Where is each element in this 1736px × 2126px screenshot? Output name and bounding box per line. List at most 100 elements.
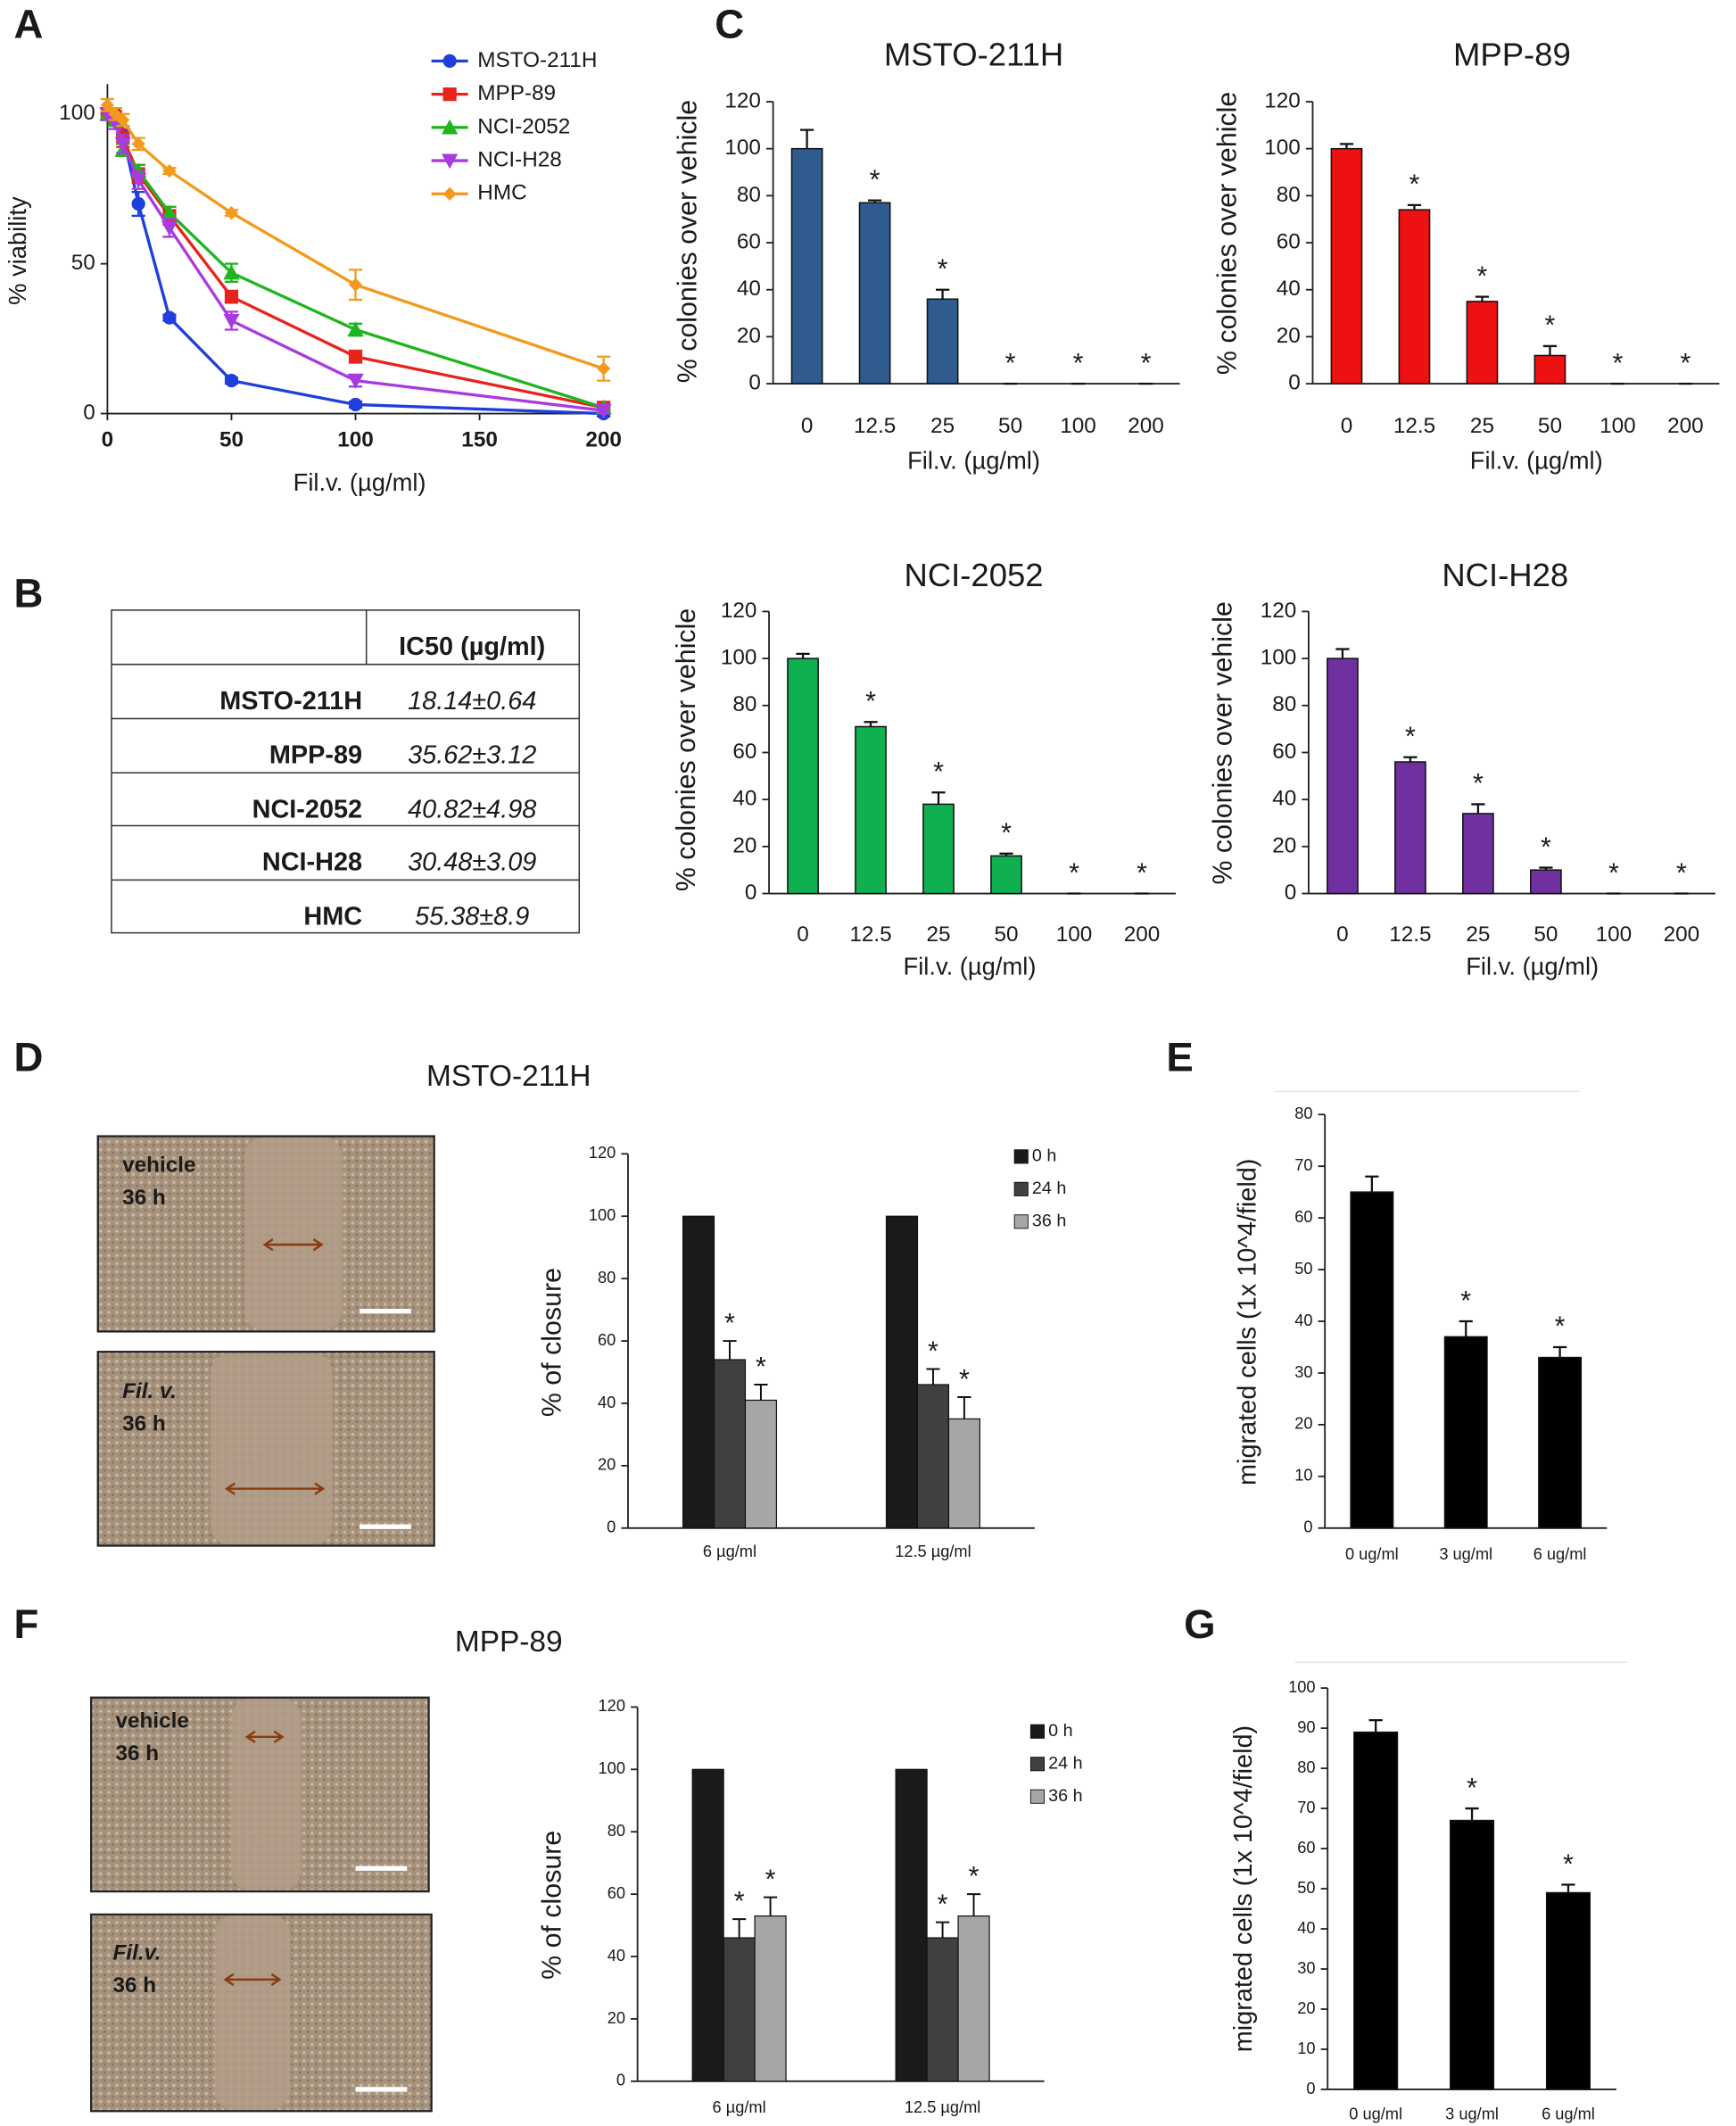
significance-mark: *: [765, 1864, 776, 1894]
x-axis-label: Fil.v. (µg/ml): [1466, 952, 1599, 980]
bar: [1530, 869, 1562, 895]
legend-label: 0 h: [1048, 1721, 1072, 1741]
bar: [926, 298, 959, 385]
marker: [224, 374, 239, 388]
bar: [1398, 209, 1431, 385]
x-tick-label: 200: [1124, 922, 1161, 947]
marker: [223, 313, 240, 329]
y-tick-label: 10: [1294, 1466, 1312, 1485]
panel-letter: B: [14, 571, 44, 616]
ic50-value: 35.62±3.12: [408, 741, 536, 770]
marker: [162, 310, 177, 325]
error-bar: [957, 1395, 971, 1419]
y-tick-label: 40: [1277, 277, 1301, 301]
panel-letter: E: [1166, 1035, 1193, 1080]
bar: [947, 1418, 980, 1529]
image-label: 36 h: [122, 1186, 166, 1210]
image-label: vehicle: [122, 1153, 195, 1177]
x-tick-label: 200: [1667, 414, 1704, 438]
significance-mark: *: [1613, 348, 1624, 378]
ic50-value: 18.14±0.64: [408, 687, 536, 716]
error-bar: [1552, 1345, 1567, 1358]
legend-label: NCI-2052: [477, 114, 570, 138]
x-tick-label: 0: [102, 427, 114, 451]
y-tick-label: 80: [1277, 183, 1301, 207]
significance-mark: *: [1005, 348, 1016, 378]
significance-mark: *: [1073, 348, 1084, 378]
significance-mark: *: [865, 686, 876, 716]
marker: [223, 264, 240, 280]
x-tick-label: 0 ug/ml: [1345, 1544, 1399, 1563]
y-tick-label: 0: [1303, 1518, 1312, 1536]
arrow-head: [262, 1238, 324, 1252]
legend-swatch: [1029, 1789, 1046, 1804]
row-name: MSTO-211H: [219, 687, 362, 716]
marker: [224, 205, 239, 220]
y-tick-label: 20: [732, 833, 756, 857]
y-axis-label: % colonies over vehicle: [1211, 92, 1242, 375]
chart-title: NCI-2052: [904, 557, 1043, 593]
y-tick-label: 70: [1297, 1798, 1315, 1816]
y-tick-label: 40: [1294, 1311, 1312, 1329]
error-bar: [935, 1921, 950, 1939]
x-tick-label: 12.5 µg/ml: [895, 1542, 971, 1560]
y-tick-label: 20: [737, 324, 761, 348]
image-label: vehicle: [116, 1709, 189, 1733]
x-tick-label: 25: [930, 414, 955, 438]
x-tick-label: 50: [219, 427, 244, 451]
legend-swatch: [1013, 1181, 1029, 1196]
x-tick-label: 100: [1056, 922, 1093, 947]
panel-letter: C: [715, 1, 744, 46]
significance-mark: *: [928, 1336, 938, 1366]
x-tick-label: 0: [1341, 414, 1353, 438]
bar: [1443, 1336, 1488, 1529]
x-tick-label: 100: [337, 427, 374, 451]
marker: [348, 277, 363, 292]
x-tick-label: 12.5: [849, 922, 891, 947]
y-tick-label: 80: [732, 692, 756, 716]
y-axis-label: migrated cells (1x 10^4/field): [1229, 1725, 1258, 2052]
bar: [855, 725, 887, 895]
arrow-head: [224, 1482, 326, 1495]
y-tick-label: 120: [724, 88, 761, 112]
y-axis-label: migrated cells (1x 10^4/field): [1234, 1159, 1262, 1485]
error-bar: [1403, 756, 1418, 763]
legend-label: 36 h: [1048, 1786, 1082, 1806]
x-tick-label: 6 ug/ml: [1542, 2105, 1595, 2123]
bar: [1450, 1819, 1495, 2090]
marker: [348, 397, 363, 412]
error-bar: [723, 1340, 737, 1361]
image-label: 36 h: [116, 1741, 160, 1766]
x-tick-label: 3 ug/ml: [1439, 1544, 1492, 1563]
y-axis-label: % colonies over vehicle: [672, 100, 702, 383]
row-name: MPP-89: [269, 741, 362, 770]
y-tick-label: 50: [1294, 1259, 1312, 1278]
ic50-value: 55.38±8.9: [415, 903, 529, 931]
bar: [754, 1915, 787, 2082]
y-tick-label: 30: [1294, 1362, 1312, 1381]
bar: [916, 1384, 950, 1529]
error-bar: [931, 791, 946, 805]
bar: [1545, 1891, 1591, 2090]
x-axis-label: Fil.v. (µg/ml): [293, 468, 426, 496]
x-tick-label: 200: [1128, 414, 1164, 438]
error-bar: [1335, 648, 1350, 659]
panel-letter: G: [1184, 1601, 1215, 1647]
error-bar: [1561, 1883, 1575, 1893]
wound-gap: [230, 1699, 302, 1890]
x-tick-label: 12.5 µg/ml: [905, 2097, 980, 2116]
chart-title: MPP-89: [1453, 36, 1571, 72]
error-bar: [1465, 1807, 1479, 1821]
bar: [895, 1768, 928, 2082]
legend-label: 24 h: [1048, 1753, 1082, 1773]
legend-swatch: [1013, 1149, 1029, 1164]
significance-mark: *: [724, 1308, 735, 1338]
error-bar: [800, 128, 814, 149]
significance-mark: *: [933, 757, 944, 787]
row-name: HMC: [303, 903, 362, 931]
ic50-value: 30.48±3.09: [408, 848, 536, 877]
y-tick-label: 0: [616, 2071, 625, 2089]
y-tick-label: 40: [1272, 787, 1296, 811]
x-tick-label: 50: [998, 414, 1022, 438]
legend-label: MSTO-211H: [477, 48, 597, 72]
